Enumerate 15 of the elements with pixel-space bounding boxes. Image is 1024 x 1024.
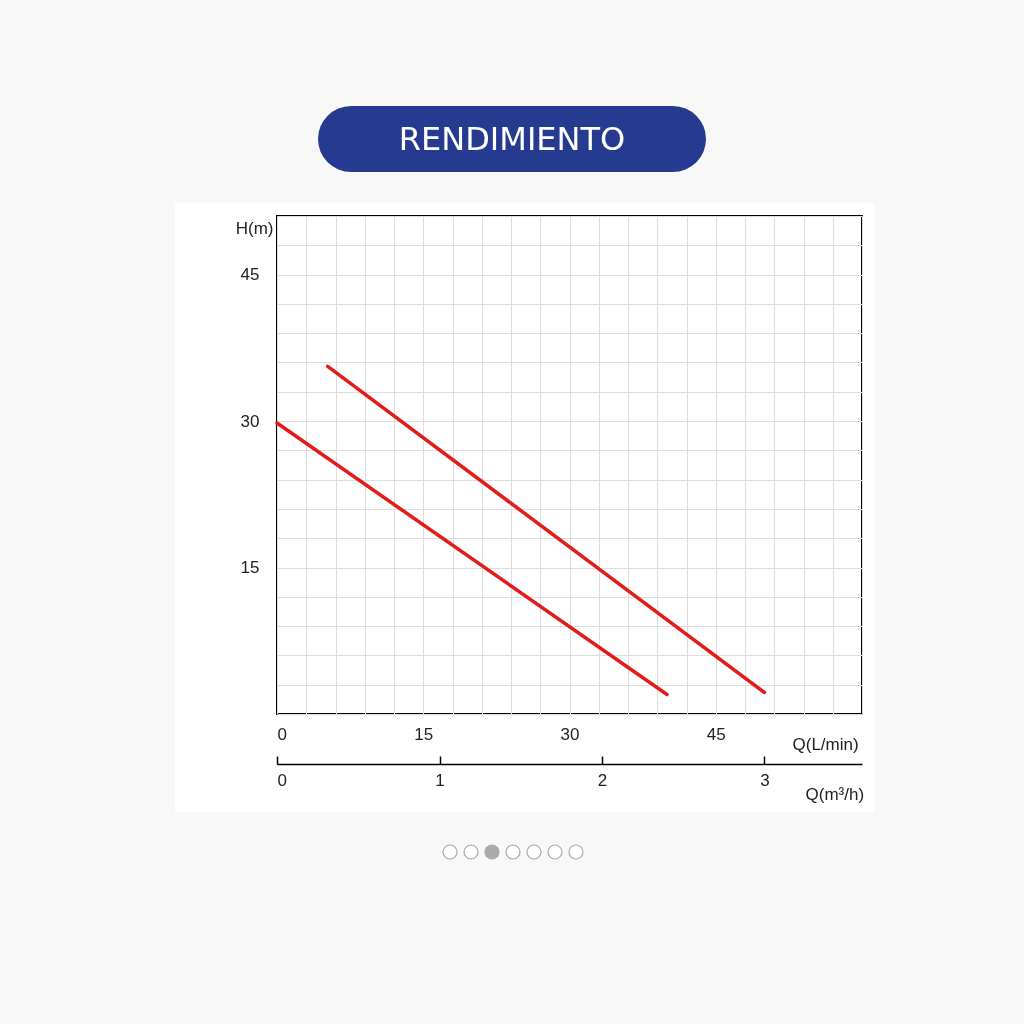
x-tick-label: 30 [560,724,580,744]
chart-title: RENDIMIENTO [318,106,706,172]
y-axis-title: H(m) [235,218,274,238]
x-tick-label: 15 [414,724,434,744]
y-tick-label: 15 [240,558,260,578]
y-tick-label: 30 [240,411,260,431]
x2-axis-title: Q(m³/h) [805,784,865,804]
x2-tick-label: 2 [597,770,608,790]
x-axis-title: Q(L/min) [792,734,859,754]
x-tick-label: 0 [277,724,287,744]
x2-tick-label: 3 [760,770,770,790]
x2-tick-label: 1 [435,770,445,790]
y-tick-label: 45 [240,265,260,285]
x2-tick-label: 0 [277,770,287,790]
x-tick-label: 45 [706,724,726,744]
